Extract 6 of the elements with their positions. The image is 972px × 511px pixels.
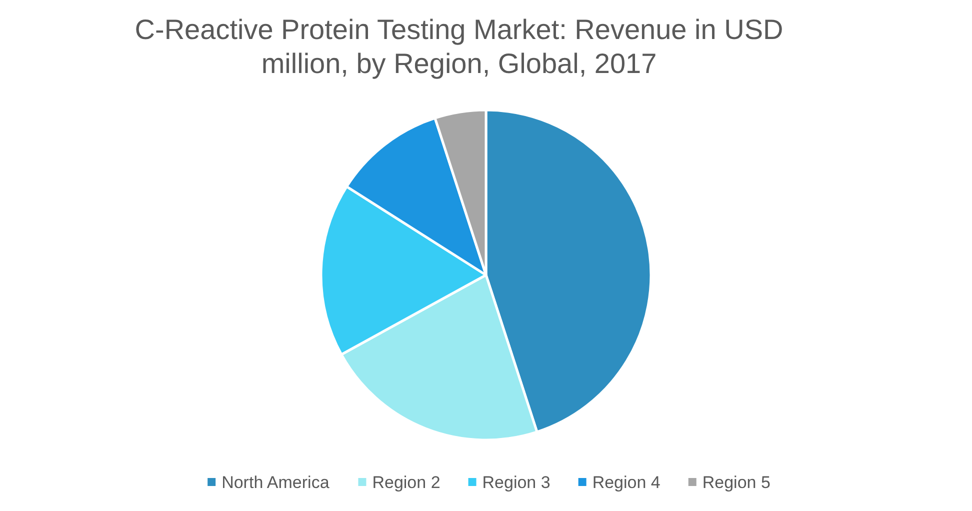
legend-label: Region 4 — [592, 472, 660, 492]
legend-label: North America — [222, 472, 330, 492]
legend-label: Region 3 — [482, 472, 550, 492]
legend-label: Region 2 — [372, 472, 440, 492]
chart-title: C-Reactive Protein Testing Market: Revenue in USD million, by Region, Global, 2017 — [134, 14, 784, 79]
legend-label: Region 5 — [702, 472, 770, 492]
